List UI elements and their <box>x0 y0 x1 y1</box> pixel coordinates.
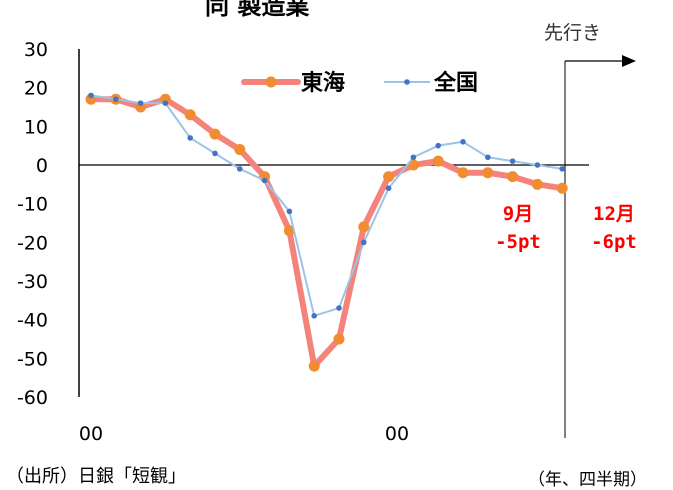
data-point-zenkoku <box>137 100 144 106</box>
data-point-tokai <box>482 167 494 179</box>
y-tick-label: -10 <box>17 194 48 216</box>
annotation-sep-value: -5pt <box>495 231 541 253</box>
data-point-zenkoku <box>559 166 565 172</box>
legend: 東海 全国 <box>241 70 478 96</box>
data-point-zenkoku <box>336 305 342 311</box>
forecast-arrow-head <box>622 55 636 67</box>
data-point-zenkoku <box>361 239 367 246</box>
data-point-tokai <box>308 360 320 372</box>
data-point-zenkoku <box>187 135 193 141</box>
y-tick-label: 0 <box>36 155 48 177</box>
data-point-zenkoku <box>385 185 392 191</box>
series-line-zenkoku <box>90 94 563 317</box>
y-tick-label: -30 <box>17 271 48 293</box>
data-point-tokai <box>184 109 196 121</box>
source-note: （出所）日銀「短観」 <box>6 466 186 487</box>
annotation-sep: 9月 -5pt <box>488 200 548 256</box>
data-point-tokai <box>507 171 519 183</box>
data-point-zenkoku <box>534 162 541 168</box>
data-point-zenkoku <box>460 139 466 145</box>
chart-title: 同 製造業 <box>205 0 310 20</box>
legend-label-tokai: 東海 <box>301 70 345 96</box>
data-point-zenkoku <box>88 92 94 99</box>
y-tick-label: 20 <box>24 78 48 100</box>
data-point-tokai <box>457 167 469 179</box>
data-point-tokai <box>358 221 370 233</box>
data-point-zenkoku <box>286 208 293 215</box>
x-tick-label: 00 <box>385 423 409 445</box>
y-tick-label: -50 <box>17 348 48 370</box>
data-point-zenkoku <box>237 166 243 172</box>
y-tick-label: 30 <box>24 39 48 61</box>
y-tick-label: -60 <box>17 387 48 409</box>
data-point-tokai <box>556 182 568 194</box>
legend-marker-tokai <box>265 76 277 88</box>
y-tick-label: -20 <box>17 232 48 254</box>
data-point-tokai <box>209 128 221 140</box>
annotation-sep-month: 9月 <box>502 203 534 225</box>
data-point-zenkoku <box>435 142 442 149</box>
x-tick-label: 00 <box>79 423 103 445</box>
y-tick-label: 10 <box>24 116 48 138</box>
data-point-zenkoku <box>485 154 491 161</box>
y-tick-label: -40 <box>17 310 48 332</box>
data-point-tokai <box>283 225 295 237</box>
data-point-zenkoku <box>113 96 119 103</box>
unit-label: （年、四半期） <box>528 470 647 490</box>
legend-marker-zenkoku <box>404 79 410 85</box>
data-point-zenkoku <box>162 100 169 106</box>
data-point-zenkoku <box>212 150 218 157</box>
axes: 30 20 10 0 -10 -20 -30 -40 -50 -60 00 00 <box>17 39 636 445</box>
data-point-zenkoku <box>261 177 268 184</box>
legend-label-zenkoku: 全国 <box>433 70 478 96</box>
data-point-tokai <box>159 93 171 105</box>
data-point-zenkoku <box>410 154 417 161</box>
data-point-tokai <box>333 333 345 345</box>
data-point-tokai <box>234 144 246 156</box>
data-point-tokai <box>432 155 444 167</box>
data-point-tokai <box>135 101 147 113</box>
annotation-dec: 12月 -6pt <box>579 200 649 256</box>
annotation-dec-value: -6pt <box>591 231 637 253</box>
data-point-tokai <box>531 178 543 190</box>
forecast-label: 先行き <box>544 22 602 44</box>
annotation-dec-month: 12月 <box>593 203 635 225</box>
data-point-zenkoku <box>509 158 516 164</box>
data-point-tokai <box>383 171 395 183</box>
series-layer <box>85 92 568 372</box>
data-point-zenkoku <box>311 313 318 319</box>
